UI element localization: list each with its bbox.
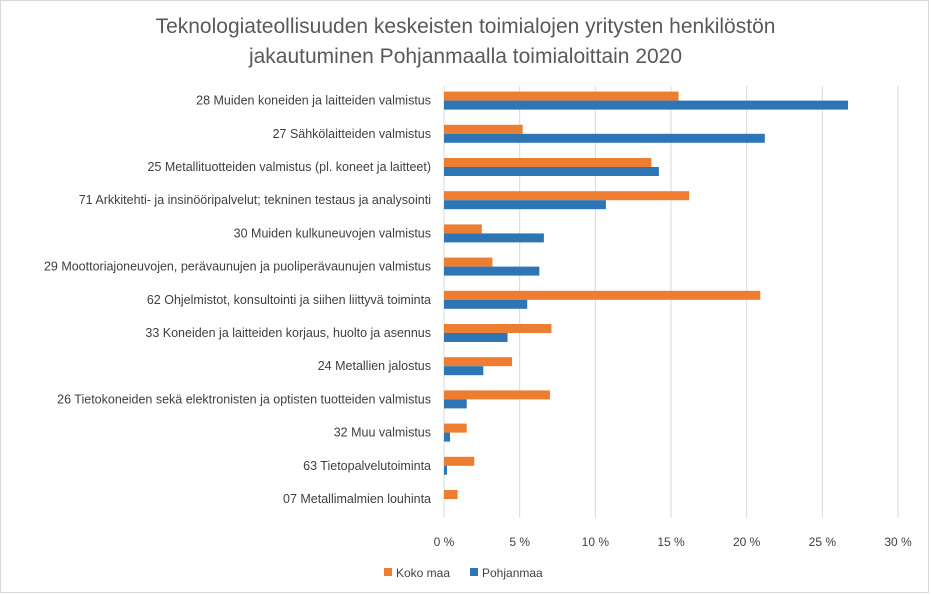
bar-koko-maa [444,357,513,367]
legend-swatch [384,568,392,576]
bar-pohjanmaa [444,167,659,176]
x-tick-label: 0 % [434,535,455,549]
x-tick-label: 15 % [657,535,685,549]
category-label: 33 Koneiden ja laitteiden korjaus, huolt… [145,326,431,340]
legend-label: Koko maa [396,566,450,580]
category-label: 71 Arkkitehti- ja insinööripalvelut; tek… [79,193,431,207]
x-tick-label: 30 % [884,535,912,549]
bar-koko-maa [444,290,761,300]
x-tick-labels: 0 % 5 % 10 % 15 % 20 % 25 % 30 % [434,535,912,549]
category-label: 25 Metallituotteiden valmistus (pl. kone… [148,160,431,174]
bar-koko-maa [444,456,475,466]
category-label: 24 Metallien jalostus [318,359,431,373]
category-label: 26 Tietokoneiden sekä elektronisten ja o… [57,392,431,406]
category-label: 63 Tietopalvelutoiminta [303,459,431,473]
bar-pohjanmaa [444,432,451,442]
legend: Koko maa Pohjanmaa [384,566,543,580]
bar-koko-maa [444,158,652,167]
bar-pohjanmaa [444,465,448,475]
bar-pohjanmaa [444,133,765,143]
bar-koko-maa [444,124,523,134]
bar-koko-maa [444,91,679,101]
bar-koko-maa [444,257,493,267]
chart-title: Teknologiateollisuuden keskeisten toimia… [0,12,931,72]
chart-title-line-2: jakautuminen Pohjanmaalla toimialoittain… [248,45,683,68]
x-tick-label: 5 % [509,535,530,549]
category-label: 28 Muiden koneiden ja laitteiden valmist… [196,94,431,108]
category-label: 27 Sähkölaitteiden valmistus [273,127,431,141]
x-tick-label: 10 % [582,535,610,549]
x-tick-label: 25 % [809,535,837,549]
bar-koko-maa [444,390,550,400]
bar-koko-maa [444,191,690,201]
bar-pohjanmaa [444,100,849,110]
bars [444,91,849,499]
bar-pohjanmaa [444,266,540,276]
category-labels: 28 Muiden koneiden ja laitteiden valmist… [44,94,431,506]
x-tick-label: 20 % [733,535,761,549]
bar-koko-maa [444,324,552,333]
bar-pohjanmaa [444,299,528,309]
bar-pohjanmaa [444,333,508,342]
category-label: 29 Moottoriajoneuvojen, perävaunujen ja … [44,260,431,274]
bar-pohjanmaa [444,366,484,376]
bar-pohjanmaa [444,233,544,243]
legend-label: Pohjanmaa [482,566,543,580]
chart-title-line-1: Teknologiateollisuuden keskeisten toimia… [155,15,776,38]
legend-swatch [470,568,478,576]
bar-koko-maa [444,224,482,234]
category-label: 30 Muiden kulkuneuvojen valmistus [234,226,431,240]
bar-pohjanmaa [444,200,606,210]
category-label: 07 Metallimalmien louhinta [283,492,431,506]
category-label: 62 Ohjelmistot, konsultointi ja siihen l… [147,293,431,307]
category-label: 32 Muu valmistus [334,426,431,440]
bar-koko-maa [444,490,458,499]
bar-koko-maa [444,423,467,433]
bar-pohjanmaa [444,399,467,409]
